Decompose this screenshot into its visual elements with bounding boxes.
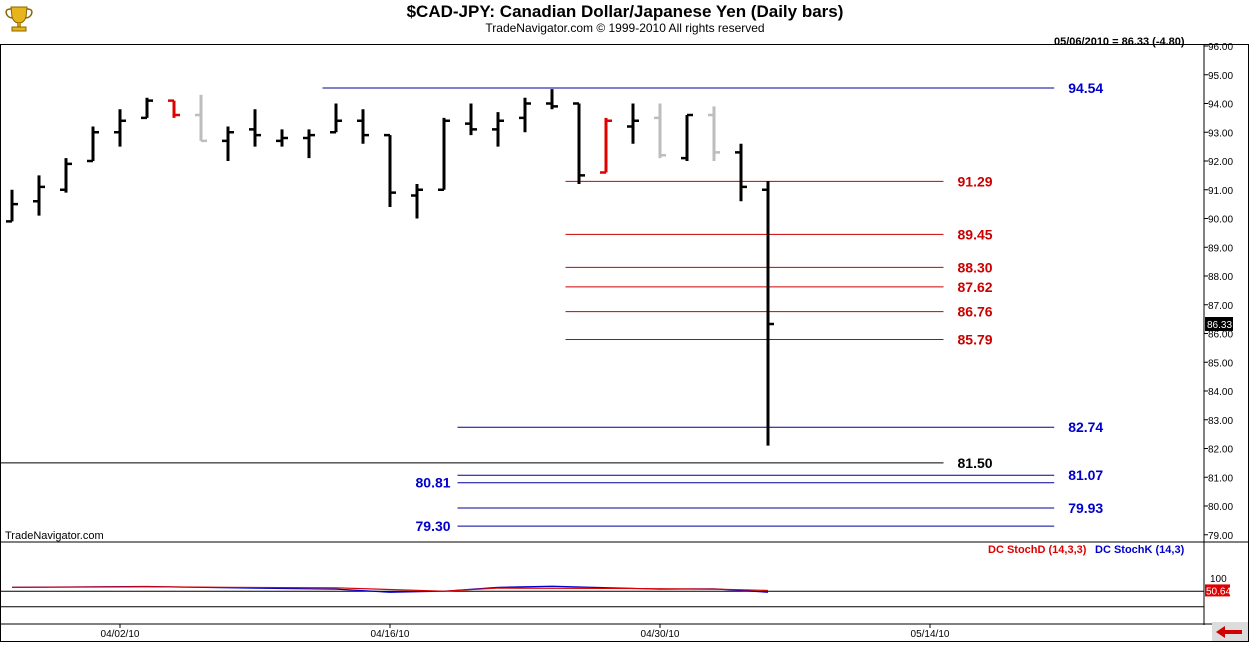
y-tick-label: 94.00 [1208,100,1233,111]
y-tick-label: 95.00 [1208,71,1233,82]
y-tick-label: 91.00 [1208,186,1233,197]
x-tick-label: 04/30/10 [641,629,680,640]
x-tick-label: 05/14/10 [911,629,950,640]
legend-stoch-d: DC StochD (14,3,3) [988,544,1087,556]
chart-subtitle: TradeNavigator.com © 1999-2010 All right… [485,21,765,35]
level-label: 79.30 [416,518,451,534]
y-tick-label: 81.00 [1208,473,1233,484]
y-tick-label: 82.00 [1208,445,1233,456]
last-price-stamp: 05/06/2010 = 86.33 (-4.80) [1054,36,1185,48]
x-tick-label: 04/02/10 [101,629,140,640]
y-tick-label: 79.00 [1208,531,1233,542]
last-price-badge [1205,317,1233,332]
stoch-value-badge [1205,584,1230,597]
y-tick-label: 85.00 [1208,358,1233,369]
level-label: 94.54 [1068,80,1103,96]
stoch-axis-label: 100 [1210,574,1227,585]
level-label: 86.76 [958,304,993,320]
level-label: 82.74 [1068,419,1103,435]
y-tick-label: 83.00 [1208,416,1233,427]
y-tick-label: 90.00 [1208,215,1233,226]
scroll-back-button[interactable] [1212,622,1248,641]
y-tick-label: 88.00 [1208,272,1233,283]
stoch-value-label: 50.64 [1206,586,1231,597]
y-tick-label: 92.00 [1208,157,1233,168]
chart-title: $CAD-JPY: Canadian Dollar/Japanese Yen (… [406,2,844,21]
stoch-d-line [11,586,769,592]
level-label: 88.30 [958,259,993,275]
chart-frame [0,44,1249,642]
y-tick-label: 87.00 [1208,301,1233,312]
level-label: 85.79 [958,332,993,348]
y-tick-label: 93.00 [1208,128,1233,139]
x-tick-label: 04/16/10 [371,629,410,640]
y-tick-label: 86.00 [1208,330,1233,341]
trophy-logo-icon [5,6,33,32]
level-label: 80.81 [416,475,451,491]
arrow-left-icon [1216,626,1242,638]
level-label: 89.45 [958,226,993,242]
last-price-badge-label: 86.33 [1207,320,1232,331]
level-label: 79.93 [1068,500,1103,516]
y-tick-label: 89.00 [1208,243,1233,254]
level-label: 87.62 [958,279,993,295]
legend-stoch-k: DC StochK (14,3) [1095,544,1185,556]
level-label: 91.29 [958,173,993,189]
level-label: 81.07 [1068,467,1103,483]
y-tick-label: 84.00 [1208,387,1233,398]
brand-watermark: TradeNavigator.com [5,530,104,542]
y-tick-label: 80.00 [1208,502,1233,513]
y-tick-label: 96.00 [1208,42,1233,53]
level-label: 81.50 [958,455,993,471]
